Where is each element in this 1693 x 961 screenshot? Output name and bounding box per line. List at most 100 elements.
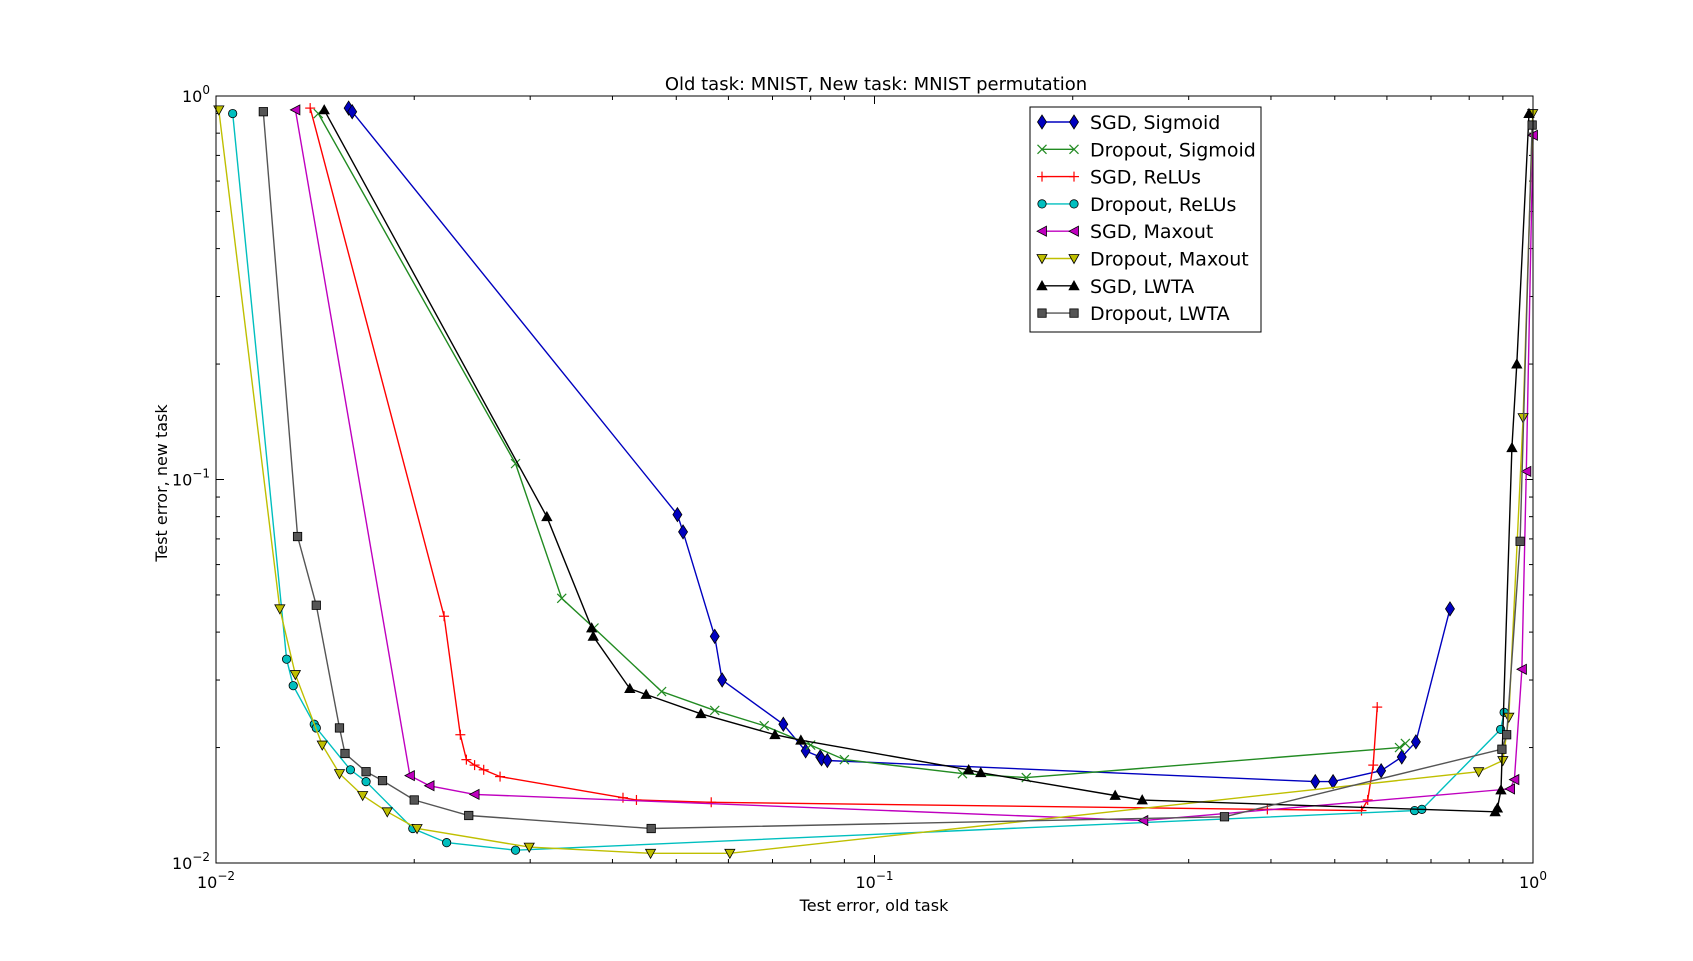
series-line-sgd-sigmoid	[348, 107, 1451, 783]
data-point-sgd-lwta	[1506, 441, 1518, 453]
data-point-sgd-maxout	[1137, 814, 1149, 827]
legend-marker-dropout-sigmoid-stroke	[1069, 144, 1079, 155]
data-point-dropout-lwta	[311, 600, 321, 610]
y-axis-label: Test error, new task	[152, 404, 171, 563]
series-line-sgd-lwta	[323, 109, 1530, 813]
legend-entry-sgd-relus: SGD, ReLUs	[1037, 167, 1201, 189]
data-point-dropout-sigmoid	[1394, 742, 1405, 753]
data-point-sgd-lwta	[1491, 802, 1504, 813]
data-point-sgd-sigmoid	[347, 103, 358, 120]
data-point-sgd-relus	[1372, 702, 1383, 713]
y-tick-label: 10−1	[172, 467, 210, 490]
series-dropout-maxout	[213, 105, 1539, 860]
data-point-sgd-sigmoid	[1444, 601, 1455, 617]
data-point-dropout-relus	[288, 681, 298, 691]
data-point-sgd-sigmoid	[822, 752, 833, 769]
data-point-dropout-maxout	[381, 807, 393, 818]
data-point-sgd-lwta	[318, 104, 330, 115]
legend-marker-dropout-maxout	[1068, 254, 1080, 265]
legend-label-sgd-maxout: SGD, Maxout	[1090, 221, 1213, 243]
series-dropout-lwta	[258, 107, 1537, 834]
data-point-sgd-lwta	[695, 707, 707, 719]
data-point-sgd-sigmoid	[1376, 763, 1387, 779]
legend-marker-dropout-relus	[1069, 199, 1079, 209]
data-point-sgd-relus	[469, 760, 480, 771]
data-point-dropout-lwta	[340, 748, 350, 759]
data-point-sgd-sigmoid	[778, 716, 789, 733]
data-point-sgd-lwta	[624, 682, 636, 693]
data-point-dropout-lwta	[1502, 730, 1512, 740]
data-point-sgd-maxout	[404, 769, 415, 782]
data-point-dropout-relus	[510, 845, 521, 855]
legend: SGD, Sigmoid Dropout, Sigmoid SGD, ReLUs Dr…	[1029, 106, 1262, 333]
data-point-dropout-sigmoid	[1400, 738, 1411, 749]
legend-marker-dropout-sigmoid	[1037, 144, 1047, 155]
data-point-dropout-sigmoid-stroke	[1394, 742, 1405, 753]
series-sgd-sigmoid	[343, 100, 1455, 790]
data-point-dropout-lwta	[464, 810, 474, 821]
legend-entry-dropout-relus: Dropout, ReLUs	[1037, 194, 1236, 216]
data-point-dropout-lwta	[377, 776, 388, 786]
data-point-sgd-maxout	[1516, 663, 1527, 675]
series-dropout-relus	[228, 108, 1509, 855]
data-point-sgd-maxout	[423, 780, 435, 792]
data-point-sgd-lwta	[1495, 784, 1507, 795]
data-point-sgd-maxout	[468, 788, 480, 801]
data-point-dropout-lwta	[334, 723, 345, 733]
legend-label-sgd-sigmoid: SGD, Sigmoid	[1090, 112, 1220, 134]
data-point-dropout-lwta	[1527, 120, 1537, 130]
series-line-dropout-maxout	[218, 109, 1534, 854]
data-point-dropout-maxout	[644, 848, 657, 860]
data-point-sgd-relus	[455, 729, 466, 740]
data-point-sgd-lwta	[795, 734, 807, 745]
data-point-dropout-maxout	[289, 670, 302, 681]
legend-entry-dropout-lwta: Dropout, LWTA	[1037, 303, 1230, 325]
data-point-sgd-relus	[617, 792, 628, 803]
data-point-dropout-lwta	[1219, 812, 1230, 822]
legend-label-dropout-maxout: Dropout, Maxout	[1090, 249, 1249, 271]
data-point-sgd-lwta	[1511, 358, 1523, 369]
data-point-sgd-relus	[1368, 760, 1379, 771]
data-point-dropout-relus	[281, 654, 292, 664]
legend-entry-dropout-maxout: Dropout, Maxout	[1036, 249, 1249, 271]
data-point-sgd-relus	[478, 764, 489, 775]
data-point-dropout-sigmoid	[510, 458, 521, 469]
legend-marker-sgd-lwta	[1068, 279, 1080, 291]
legend-marker-dropout-relus	[1037, 199, 1047, 209]
data-point-dropout-sigmoid	[839, 754, 850, 765]
axes-frame	[215, 95, 1534, 864]
data-point-dropout-lwta	[258, 107, 268, 117]
data-point-sgd-lwta	[587, 630, 599, 641]
data-point-dropout-maxout	[1503, 712, 1515, 724]
data-point-dropout-maxout	[316, 740, 328, 751]
series-line-sgd-maxout	[294, 109, 1534, 822]
data-point-dropout-maxout	[213, 105, 225, 116]
legend-marker-dropout-sigmoid	[1069, 144, 1079, 155]
data-point-dropout-relus	[345, 765, 356, 775]
x-tick-label: 10−2	[197, 869, 235, 892]
data-point-sgd-lwta	[1109, 789, 1121, 800]
legend-entry-sgd-lwta: SGD, LWTA	[1036, 276, 1194, 298]
data-point-sgd-lwta	[975, 766, 987, 778]
data-point-dropout-sigmoid-stroke	[510, 458, 521, 469]
legend-marker-sgd-maxout	[1036, 225, 1047, 237]
data-point-dropout-sigmoid-stroke	[759, 720, 770, 731]
data-point-sgd-sigmoid	[1396, 749, 1407, 765]
data-point-dropout-relus	[361, 777, 371, 787]
legend-label-dropout-relus: Dropout, ReLUs	[1090, 194, 1236, 216]
data-point-dropout-sigmoid	[759, 720, 770, 731]
legend-label-dropout-lwta: Dropout, LWTA	[1090, 303, 1230, 325]
data-point-dropout-sigmoid-stroke	[556, 593, 567, 604]
series-sgd-maxout	[289, 104, 1538, 827]
data-point-sgd-sigmoid	[709, 628, 720, 645]
data-point-dropout-maxout	[1472, 767, 1485, 778]
series-line-dropout-lwta	[262, 111, 1533, 830]
data-point-sgd-maxout	[1520, 465, 1532, 478]
data-point-sgd-lwta	[1136, 794, 1148, 805]
data-point-sgd-lwta	[769, 728, 781, 740]
data-point-dropout-maxout	[411, 824, 423, 835]
data-point-sgd-lwta	[586, 622, 598, 633]
data-point-dropout-sigmoid	[709, 705, 720, 716]
data-point-dropout-maxout	[274, 604, 286, 615]
x-tick-label: 10−1	[855, 869, 893, 892]
